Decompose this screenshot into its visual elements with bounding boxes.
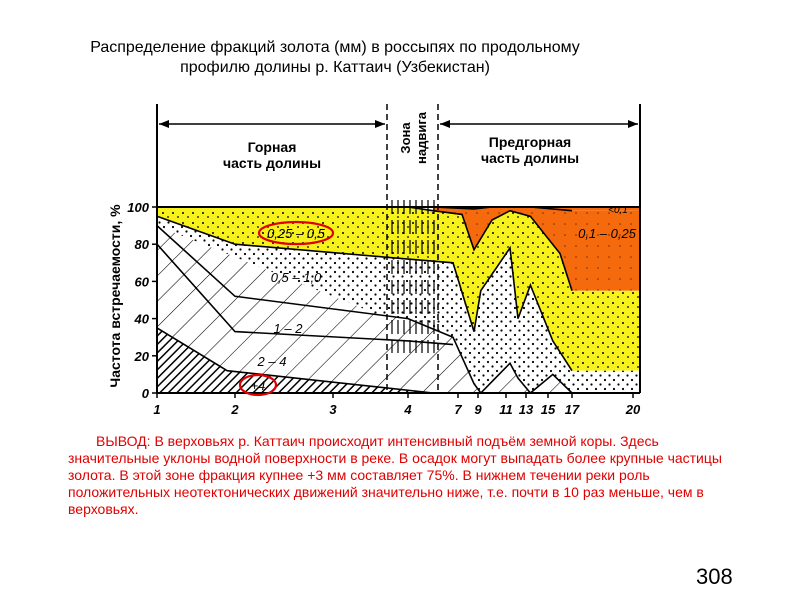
zone-label-thrust-2: надвига — [414, 111, 429, 164]
y-tick-label: 40 — [134, 312, 150, 327]
zone-label-mountain-2: часть долины — [223, 155, 321, 171]
conclusion-text: ВЫВОД: В верховьях р. Каттаич происходит… — [68, 433, 722, 517]
band-2-4 — [157, 244, 453, 393]
x-tick-label: 7 — [454, 402, 462, 417]
x-tick-label: 3 — [329, 402, 337, 417]
line-0-25-0-5 — [157, 206, 573, 291]
y-axis-label: Частота встречаемости, % — [107, 204, 123, 388]
zone-label-foothill-2: часть долины — [481, 150, 579, 166]
fraction-label-lt-0-1: <0,1 — [608, 205, 628, 216]
x-tick-label: 20 — [625, 402, 641, 417]
fraction-label-plus-4: +4 — [251, 378, 266, 393]
title-line-2: профилю долины р. Каттаич (Узбекистан) — [180, 59, 490, 76]
fraction-label-1-2: 1 – 2 — [274, 321, 304, 336]
band-0-1-0-25 — [433, 207, 640, 291]
x-tick-label: 17 — [565, 402, 580, 417]
highlight-oval-plus-4 — [238, 373, 278, 397]
x-tick-label: 15 — [541, 402, 556, 417]
y-tick-label: 80 — [135, 237, 150, 252]
y-tick-label: 100 — [127, 200, 149, 215]
zone-label-mountain: Горная — [248, 139, 297, 155]
x-tick-label: 1 — [153, 402, 160, 417]
zone-arrowhead — [375, 120, 385, 128]
band-plus-4 — [157, 327, 433, 393]
fraction-label-0-25-0-5: 0,25 – 0,5 — [267, 226, 326, 241]
fraction-label-0-1-0-25: 0,1 – 0,25 — [578, 226, 637, 241]
zone-label-thrust: Зона — [398, 122, 413, 154]
y-tick-label: 60 — [135, 274, 150, 289]
y-tick-label: 20 — [134, 349, 150, 364]
title-line-1: Распределение фракций золота (мм) в росс… — [90, 39, 580, 56]
slide-title: Распределение фракций золота (мм) в росс… — [40, 38, 630, 78]
y-tick-label: 0 — [142, 386, 150, 401]
highlight-oval-0-25-0-5 — [257, 220, 335, 246]
fraction-label-2-4: 2 – 4 — [257, 354, 287, 369]
x-tick-label: 4 — [403, 402, 412, 417]
x-tick-label: 2 — [230, 402, 239, 417]
zone-arrowhead — [159, 120, 169, 128]
page-number: 308 — [696, 564, 733, 589]
line-plus-4 — [156, 327, 434, 394]
line-2-4 — [156, 243, 454, 346]
line-0-5-1-0 — [156, 215, 573, 372]
fraction-label-0-5-1-0: 0,5 – 1,0 — [271, 270, 322, 285]
x-tick-label: 9 — [474, 402, 482, 417]
x-tick-label: 11 — [499, 402, 513, 417]
x-tick-label: 13 — [519, 402, 534, 417]
zone-arrowhead — [440, 120, 450, 128]
band-0-25-0-5 — [157, 207, 640, 371]
zone-label-foothill: Предгорная — [489, 134, 571, 150]
zone-arrowhead — [628, 120, 638, 128]
